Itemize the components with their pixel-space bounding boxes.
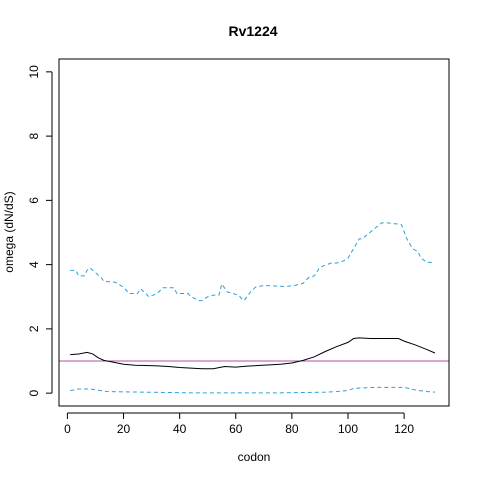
x-tick-label: 60 <box>229 422 243 436</box>
y-axis: 0 2 4 6 8 10 <box>27 65 53 396</box>
chart-title: Rv1224 <box>228 23 277 39</box>
x-tick-label: 100 <box>338 422 358 436</box>
x-tick-label: 20 <box>117 422 131 436</box>
y-tick-label: 6 <box>27 197 41 204</box>
x-tick-label: 0 <box>64 422 71 436</box>
x-tick-label: 40 <box>173 422 187 436</box>
x-tick-label: 120 <box>394 422 414 436</box>
x-axis-label: codon <box>238 450 271 464</box>
y-axis-label: omega (dN/dS) <box>2 191 16 272</box>
x-tick-label: 80 <box>285 422 299 436</box>
series-line-lower <box>70 386 436 394</box>
plot-frame <box>58 58 450 407</box>
y-tick-label: 0 <box>27 389 41 396</box>
plot-area <box>59 222 449 394</box>
series-line-estimate <box>70 337 436 370</box>
y-tick-label: 8 <box>27 132 41 139</box>
x-axis: 0 20 40 60 80 100 120 <box>64 412 414 436</box>
series-line-upper <box>70 222 436 302</box>
y-tick-label: 4 <box>27 261 41 268</box>
y-tick-label: 10 <box>27 65 41 79</box>
y-tick-label: 2 <box>27 325 41 332</box>
